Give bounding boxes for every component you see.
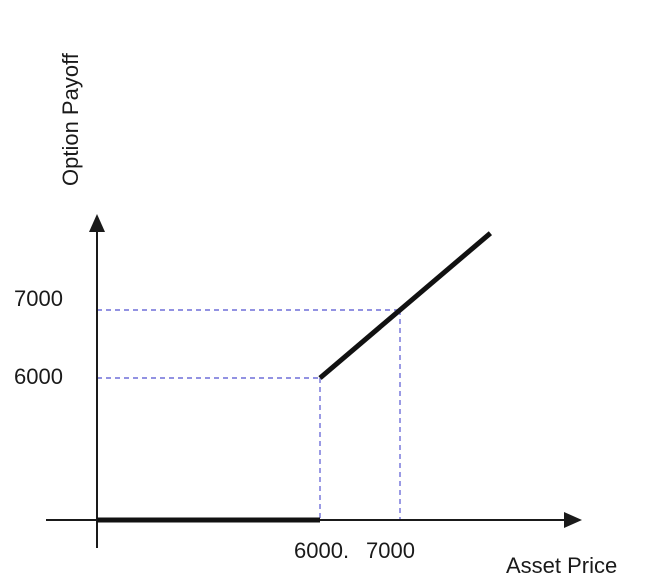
x-tick-label-6000: 6000. (294, 538, 349, 563)
payoff-series (97, 231, 493, 523)
y-axis-label: Option Payoff (58, 52, 83, 186)
axes (46, 214, 582, 548)
x-tick-label-7000: 7000 (366, 538, 415, 563)
y-tick-label-6000: 6000 (14, 364, 63, 389)
tick-labels: 7000 6000 6000. 7000 (14, 286, 415, 563)
y-axis-arrow (89, 214, 105, 232)
y-tick-label-7000: 7000 (14, 286, 63, 311)
x-axis-arrow (564, 512, 582, 528)
guide-lines (97, 309, 401, 520)
payoff-line-segment-1 (318, 231, 493, 380)
x-axis-label: Asset Price (506, 553, 617, 578)
